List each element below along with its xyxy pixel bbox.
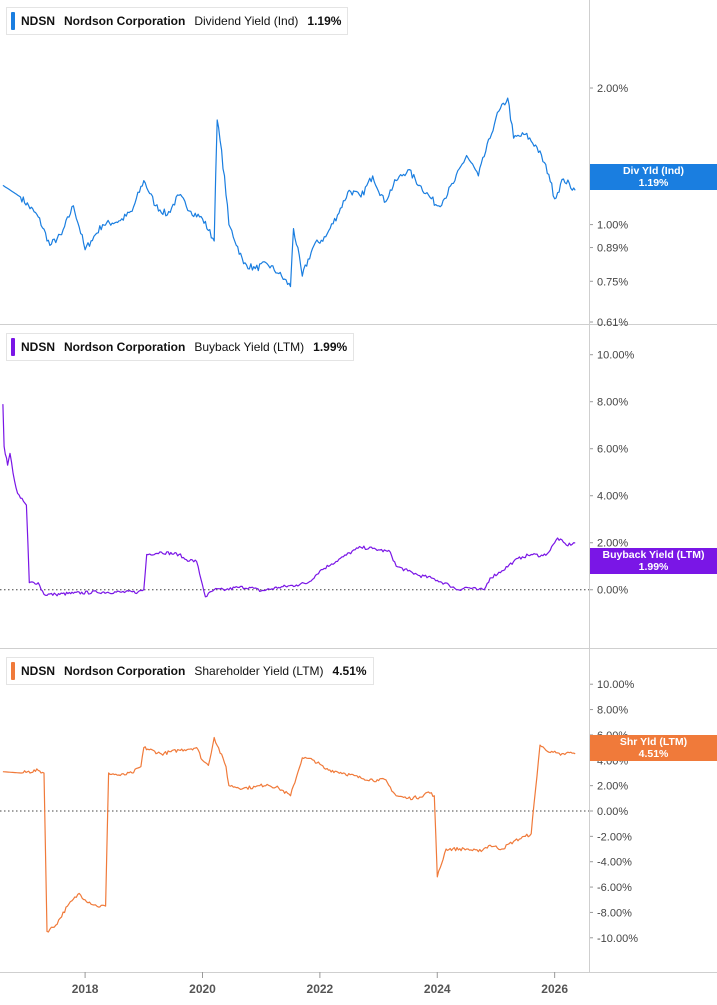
series-color-swatch — [11, 662, 15, 680]
y-tick-label: 0.89% — [597, 243, 628, 255]
legend-value: 1.99% — [313, 340, 348, 354]
y-tick-label: 8.00% — [597, 397, 628, 409]
legend-ticker: NDSN — [21, 14, 56, 28]
flag-value: 1.19% — [638, 177, 669, 189]
value-flag-dividend: Div Yld (Ind) 1.19% — [590, 164, 717, 190]
y-tick-label: 2.00% — [597, 781, 628, 793]
legend-metric: Dividend Yield (Ind) — [194, 14, 299, 28]
legend-company: Nordson Corporation — [64, 14, 186, 28]
legend-metric: Shareholder Yield (LTM) — [194, 664, 324, 678]
y-tick-label: 8.00% — [597, 705, 628, 717]
y-tick-label: 0.61% — [597, 317, 628, 329]
legend-ticker: NDSN — [21, 340, 56, 354]
y-tick-label: 0.75% — [597, 276, 628, 288]
y-tick-label: -2.00% — [597, 831, 632, 843]
y-tick-label: -6.00% — [597, 882, 632, 894]
series-color-swatch — [11, 12, 15, 30]
x-tick-label: 2020 — [189, 982, 216, 996]
flag-label: Shr Yld (LTM) — [619, 736, 688, 748]
y-tick-label: -8.00% — [597, 907, 632, 919]
flag-value: 4.51% — [638, 748, 669, 760]
x-tick-label: 2026 — [541, 982, 568, 996]
y-tick-label: 6.00% — [597, 444, 628, 456]
y-tick-label: 2.00% — [597, 83, 628, 95]
x-tick-label: 2024 — [424, 982, 451, 996]
legend-dividend-yield[interactable]: NDSN Nordson Corporation Dividend Yield … — [6, 7, 349, 35]
series-line — [2, 736, 576, 933]
y-tick-label: -10.00% — [597, 933, 638, 945]
flag-value: 1.99% — [638, 561, 669, 573]
value-flag-buyback: Buyback Yield (LTM) 1.99% — [590, 548, 717, 574]
legend-company: Nordson Corporation — [64, 664, 186, 678]
x-tick-label: 2022 — [307, 982, 334, 996]
legend-shareholder-yield[interactable]: NDSN Nordson Corporation Shareholder Yie… — [6, 657, 374, 685]
y-tick-label: 0.00% — [597, 585, 628, 597]
series-line — [2, 97, 576, 288]
x-tick-label: 2018 — [72, 982, 99, 996]
legend-metric: Buyback Yield (LTM) — [194, 340, 305, 354]
value-flag-shareholder: Shr Yld (LTM) 4.51% — [590, 735, 717, 761]
y-tick-label: 1.00% — [597, 220, 628, 232]
y-tick-label: 2.00% — [597, 538, 628, 550]
legend-value: 1.19% — [307, 14, 342, 28]
legend-buyback-yield[interactable]: NDSN Nordson Corporation Buyback Yield (… — [6, 333, 355, 361]
flag-label: Div Yld (Ind) — [622, 165, 685, 177]
y-tick-label: 4.00% — [597, 491, 628, 503]
y-tick-label: 0.00% — [597, 806, 628, 818]
legend-company: Nordson Corporation — [64, 340, 186, 354]
y-tick-label: -4.00% — [597, 857, 632, 869]
series-line — [2, 404, 576, 598]
y-tick-label: 10.00% — [597, 350, 635, 362]
y-tick-label: 10.00% — [597, 679, 635, 691]
series-color-swatch — [11, 338, 15, 356]
legend-ticker: NDSN — [21, 664, 56, 678]
legend-value: 4.51% — [332, 664, 367, 678]
flag-label: Buyback Yield (LTM) — [602, 549, 705, 561]
